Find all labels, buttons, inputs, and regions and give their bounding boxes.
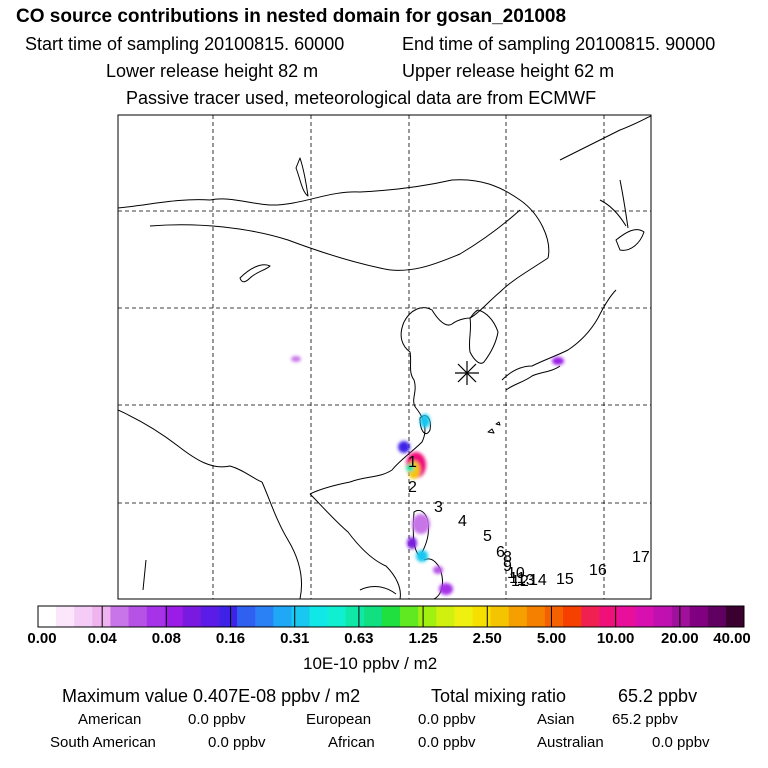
- maximum-value: Maximum value 0.407E-08 ppbv / m2: [62, 686, 361, 706]
- grid-lines: [118, 115, 651, 599]
- colorbar-swatch: [725, 606, 745, 627]
- colorbar-tick-label: 20.00: [661, 630, 699, 647]
- region-european-value: 0.0 ppbv: [418, 711, 476, 728]
- colorbar-swatch: [345, 606, 365, 627]
- colorbar-tick-label: 0.00: [27, 630, 57, 647]
- trajectory-label-5: 5: [483, 528, 492, 545]
- colorbar: [37, 605, 745, 628]
- region-australian-name: Australian: [537, 734, 604, 751]
- start-time: Start time of sampling 20100815. 60000: [25, 34, 345, 54]
- colorbar-swatch: [146, 606, 166, 627]
- trajectory-label-17: 17: [632, 549, 650, 566]
- coastlines-and-borders: [118, 115, 651, 599]
- upper-release-height: Upper release height 62 m: [402, 61, 615, 81]
- trajectory-label-14: 14: [529, 572, 547, 589]
- colorbar-swatch: [689, 606, 709, 627]
- colorbar-swatch: [219, 606, 238, 627]
- region-american-name: American: [78, 711, 142, 728]
- colorbar-tick-label: 1.25: [408, 630, 438, 647]
- colorbar-swatch: [363, 606, 383, 627]
- colorbar-tick-label: 0.63: [344, 630, 374, 647]
- region-south-american-value: 0.0 ppbv: [208, 734, 266, 751]
- region-asian-name: Asian: [537, 711, 575, 728]
- total-mixing-ratio-value: 65.2 ppbv: [618, 686, 698, 706]
- colorbar-swatch: [38, 606, 57, 627]
- colorbar-swatch: [128, 606, 147, 627]
- plot-title: CO source contributions in nested domain…: [16, 6, 567, 27]
- trajectory-label-6: 6: [496, 544, 505, 561]
- region-american-value: 0.0 ppbv: [188, 711, 246, 728]
- trajectory-labels: 1 2 3 4 5 6 8 9 10 11 12 13 14 15 16 17: [408, 454, 650, 590]
- colorbar-tick-label: 5.00: [536, 630, 567, 647]
- map-frame: [117, 114, 652, 600]
- colorbar-tick-label: 0.04: [87, 630, 117, 647]
- colorbar-swatch: [273, 606, 292, 627]
- colorbar-swatch: [237, 606, 256, 627]
- lower-release-height: Lower release height 82 m: [106, 61, 319, 81]
- colorbar-swatch: [74, 606, 93, 627]
- colorbar-swatch: [381, 606, 401, 627]
- colorbar-swatch: [454, 606, 473, 627]
- trajectory-label-2: 2: [408, 479, 417, 496]
- colorbar-swatch: [599, 606, 618, 627]
- colorbar-unit: 10E-10 ppbv / m2: [303, 654, 438, 673]
- colorbar-swatch: [436, 606, 455, 627]
- colorbar-swatch: [92, 606, 111, 627]
- trajectory-label-8: 8: [503, 549, 512, 566]
- region-european-name: European: [306, 711, 372, 728]
- concentration-plumes: [291, 356, 564, 595]
- colorbar-swatch: [707, 606, 727, 627]
- colorbar-swatch: [56, 606, 75, 627]
- region-south-american-name: South American: [50, 734, 156, 751]
- colorbar-swatch: [291, 606, 310, 627]
- trajectory-label-12: 12: [511, 573, 529, 590]
- trajectory-label-13: 13: [517, 572, 535, 589]
- region-australian-value: 0.0 ppbv: [652, 734, 710, 751]
- colorbar-swatch: [562, 606, 582, 627]
- colorbar-swatch: [400, 606, 419, 627]
- trajectory-label-4: 4: [458, 513, 467, 530]
- colorbar-tick-label: 2.50: [472, 630, 502, 647]
- colorbar-swatch: [309, 606, 328, 627]
- trajectory-label-10: 10: [507, 565, 525, 582]
- trajectory-label-16: 16: [589, 562, 607, 579]
- colorbar-swatch: [200, 606, 220, 627]
- colorbar-swatch: [110, 606, 129, 627]
- trajectory-label-3: 3: [434, 499, 443, 516]
- total-mixing-ratio-label: Total mixing ratio: [431, 686, 567, 706]
- colorbar-swatch: [472, 606, 491, 627]
- colorbar-swatch: [490, 606, 509, 627]
- colorbar-tick-label: 40.00: [713, 630, 751, 647]
- colorbar-swatch: [635, 606, 654, 627]
- region-african-name: African: [328, 734, 375, 751]
- colorbar-tick-label: 0.08: [151, 630, 181, 647]
- colorbar-frame: [37, 605, 745, 628]
- colorbar-swatch: [418, 606, 437, 627]
- colorbar-swatch: [164, 606, 184, 627]
- region-african-value: 0.0 ppbv: [418, 734, 476, 751]
- colorbar-swatch: [653, 606, 672, 627]
- colorbar-swatch: [581, 606, 600, 627]
- end-time: End time of sampling 20100815. 90000: [402, 34, 716, 54]
- trajectory-label-1: 1: [408, 454, 417, 471]
- colorbar-swatch: [526, 606, 546, 627]
- trajectory-label-15: 15: [556, 571, 574, 588]
- trajectory-label-9: 9: [503, 558, 512, 575]
- colorbar-swatch: [617, 606, 636, 627]
- colorbar-tick-label: 0.31: [280, 630, 310, 647]
- colorbar-swatch: [182, 606, 202, 627]
- tracer-note: Passive tracer used, meteorological data…: [126, 88, 597, 108]
- colorbar-swatch: [544, 606, 564, 627]
- colorbar-tick-label: 10.00: [596, 630, 635, 647]
- receptor-site-marker: [455, 361, 479, 385]
- colorbar-swatch: [671, 606, 690, 627]
- colorbar-swatch: [255, 606, 274, 627]
- colorbar-swatch: [508, 606, 528, 627]
- trajectory-label-11: 11: [509, 570, 526, 587]
- region-asian-value: 65.2 ppbv: [612, 711, 678, 728]
- colorbar-swatch: [327, 606, 347, 627]
- colorbar-tick-label: 0.16: [215, 630, 246, 647]
